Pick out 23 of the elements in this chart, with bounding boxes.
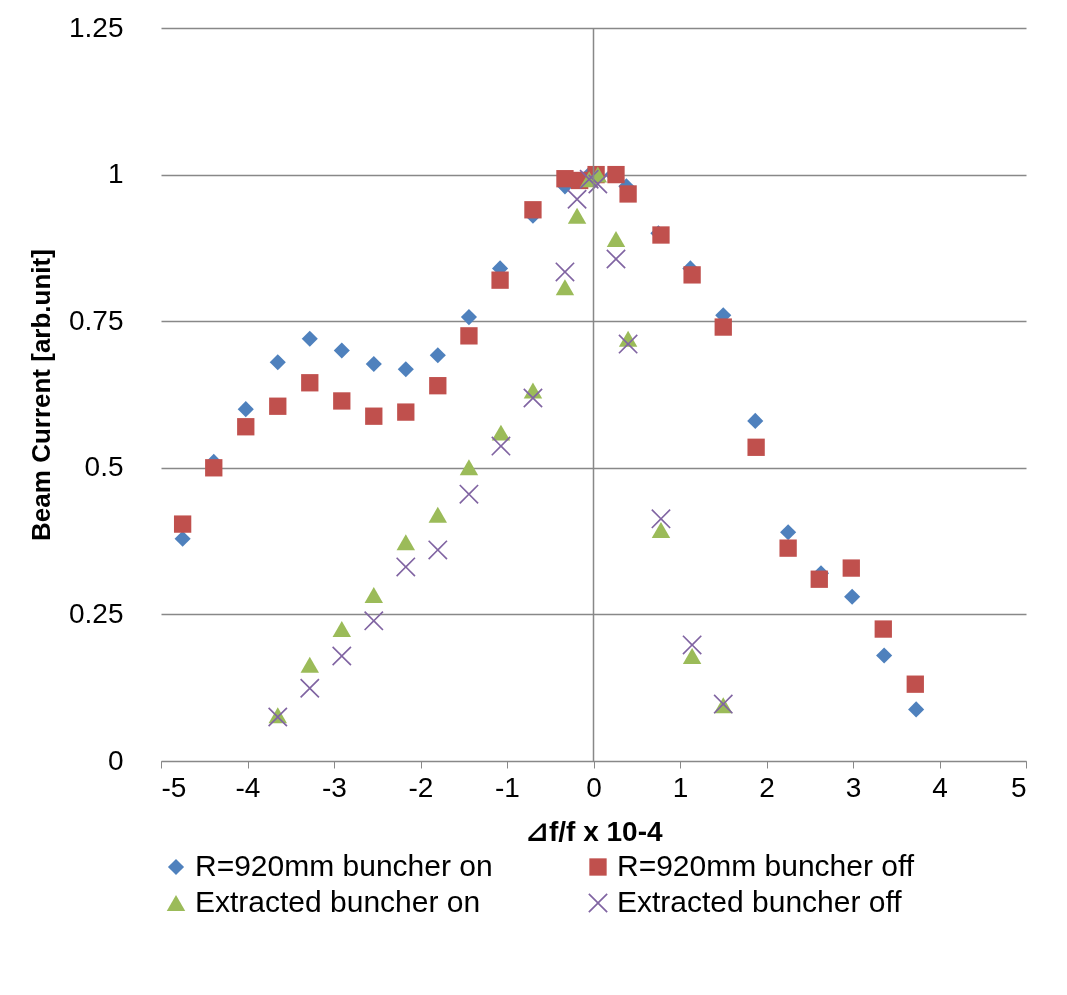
x-tick-label: -3 [322,771,347,803]
x-tick-label: 0 [586,771,602,803]
x-tick-label: -5 [161,771,187,803]
y-tick-label: 0 [107,744,124,776]
x-axis-title: ⊿f/f x 10-4 [525,815,663,847]
legend-label: Extracted buncher on [195,885,481,918]
x-tick-label: -4 [235,771,261,803]
x-tick-label: 2 [759,771,775,803]
y-tick-label: 0.5 [84,451,124,483]
y-tick-label: 1 [107,158,124,190]
y-axis-title: Beam Current [arb.unit] [26,249,56,541]
x-tick-label: -2 [408,771,434,803]
legend-label: Extracted buncher off [617,885,903,918]
legend-label: R=920mm buncher off [617,849,915,882]
x-tick-label: 3 [845,771,862,803]
y-tick-label: 0.25 [69,597,124,629]
x-tick-label: -1 [495,771,520,803]
y-tick-label: 0.75 [69,304,124,336]
x-tick-label: 1 [672,771,689,803]
legend-label: R=920mm buncher on [195,849,493,882]
y-tick-label: 1.25 [69,11,124,43]
x-tick-label: 4 [932,771,948,803]
x-tick-label: 5 [1010,771,1027,803]
